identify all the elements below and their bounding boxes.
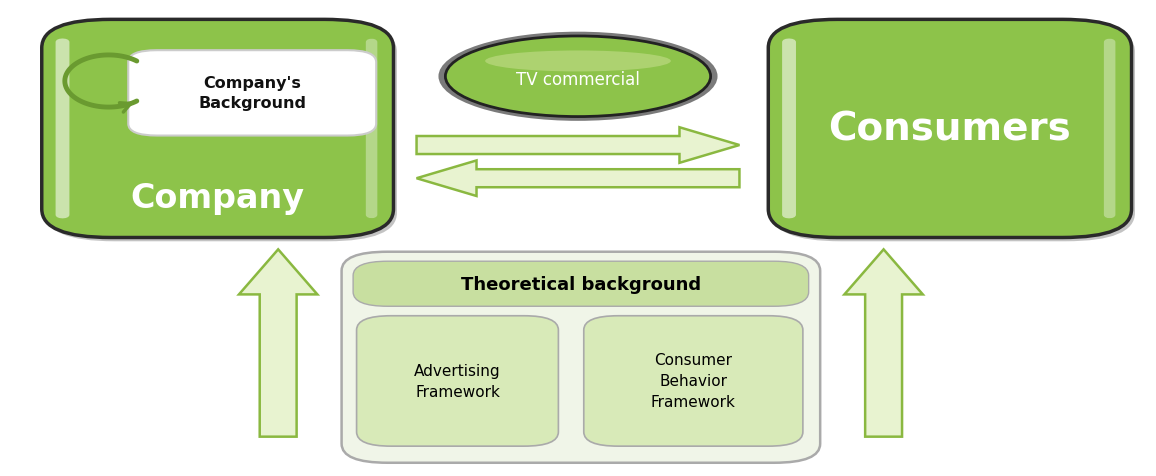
FancyBboxPatch shape — [584, 316, 803, 446]
Ellipse shape — [438, 33, 718, 121]
FancyBboxPatch shape — [341, 252, 820, 463]
Text: Theoretical background: Theoretical background — [461, 275, 701, 293]
FancyBboxPatch shape — [42, 20, 393, 238]
Text: Consumer
Behavior
Framework: Consumer Behavior Framework — [651, 353, 735, 409]
Text: Advertising
Framework: Advertising Framework — [414, 363, 501, 399]
Polygon shape — [239, 250, 318, 437]
Text: Company: Company — [131, 181, 305, 214]
Text: Consumers: Consumers — [829, 110, 1072, 148]
Ellipse shape — [486, 51, 670, 72]
FancyBboxPatch shape — [772, 24, 1135, 242]
Text: TV commercial: TV commercial — [516, 70, 640, 89]
Text: Company's
Background: Company's Background — [198, 76, 306, 111]
FancyBboxPatch shape — [128, 51, 376, 136]
FancyBboxPatch shape — [353, 262, 809, 307]
Ellipse shape — [445, 37, 711, 117]
FancyBboxPatch shape — [1104, 39, 1116, 219]
FancyBboxPatch shape — [356, 316, 558, 446]
FancyBboxPatch shape — [769, 20, 1132, 238]
FancyBboxPatch shape — [783, 39, 796, 219]
FancyBboxPatch shape — [45, 24, 397, 242]
Polygon shape — [416, 161, 740, 197]
FancyBboxPatch shape — [365, 39, 377, 219]
FancyBboxPatch shape — [55, 39, 69, 219]
Polygon shape — [844, 250, 922, 437]
Polygon shape — [416, 128, 740, 163]
